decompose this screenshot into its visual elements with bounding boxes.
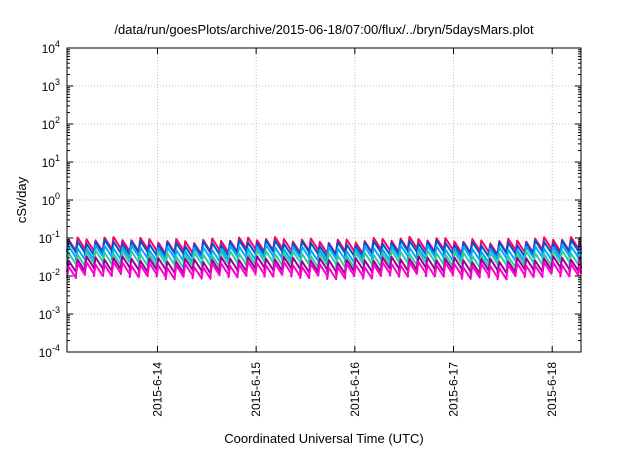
y-tick-label: 100 xyxy=(42,191,60,208)
y-tick-label: 10-1 xyxy=(39,229,60,246)
y-tick-labels: 10-4 10-3 10-2 10-1 100 101 102 103 104 xyxy=(39,39,60,360)
x-tick-label: 2015-6-18 xyxy=(545,362,559,417)
x-axis-label: Coordinated Universal Time (UTC) xyxy=(224,431,423,446)
y-tick-label: 102 xyxy=(42,115,60,132)
ticks xyxy=(67,47,581,353)
x-tick-label: 2015-6-17 xyxy=(447,362,461,417)
y-tick-label: 101 xyxy=(42,153,60,170)
grid xyxy=(67,48,581,352)
x-tick-label: 2015-6-14 xyxy=(150,362,164,417)
x-tick-label: 2015-6-16 xyxy=(348,362,362,417)
y-tick-label: 103 xyxy=(42,77,60,94)
y-tick-label: 10-3 xyxy=(39,305,60,322)
y-tick-label: 10-4 xyxy=(39,343,60,360)
y-tick-label: 104 xyxy=(42,39,60,56)
series-group xyxy=(66,235,582,281)
x-tick-label: 2015-6-15 xyxy=(249,362,263,417)
y-tick-label: 10-2 xyxy=(39,267,60,284)
chart-title: /data/run/goesPlots/archive/2015-06-18/0… xyxy=(114,22,534,37)
y-axis-label: cSv/day xyxy=(14,176,29,223)
plot-frame xyxy=(66,47,582,353)
x-tick-labels: 2015-6-14 2015-6-15 2015-6-16 2015-6-17 2015… xyxy=(150,362,559,417)
series-line xyxy=(66,260,582,281)
